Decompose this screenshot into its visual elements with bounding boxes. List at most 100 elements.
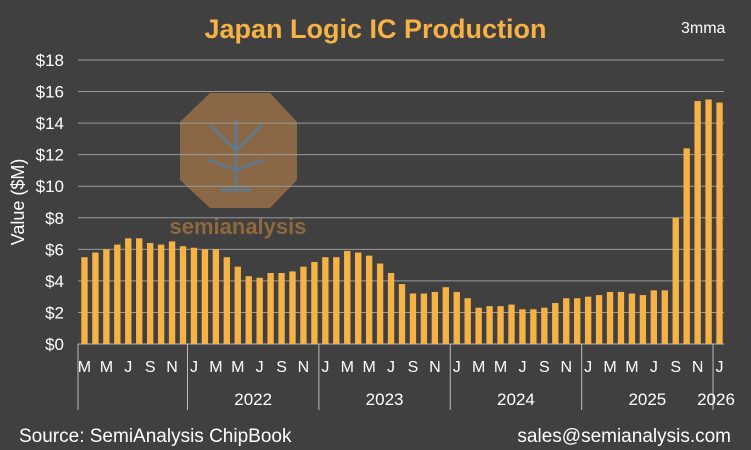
watermark: semianalysis [170,93,306,239]
bar [628,293,636,344]
bar [256,277,263,344]
bar [234,266,241,344]
bar [694,101,701,345]
tree-logo-icon [180,93,297,208]
bar [584,296,592,344]
bar [508,304,515,344]
bar [387,273,395,344]
bar [92,252,99,344]
x-tick-label: M [362,359,375,376]
x-year-label: 2022 [234,390,272,409]
bar [311,261,318,344]
x-tick-label: N [166,359,178,376]
bar [125,238,132,344]
bar [179,246,187,344]
x-tick-label: J [321,359,329,376]
bar [409,293,417,344]
x-year-label: 2024 [497,390,535,409]
bar [617,291,625,344]
bar [574,298,581,344]
bar [114,244,121,344]
x-tick-label: J [256,359,264,376]
y-tick-label: $4 [45,272,64,291]
x-tick-label: J [453,359,461,376]
bar [157,244,165,344]
y-tick-label: $2 [45,303,64,322]
bar [442,287,449,344]
x-year-label: 2025 [628,390,666,409]
bar [661,290,668,344]
bars [81,99,723,345]
y-tick-label: $6 [45,240,64,259]
x-tick-label: J [518,359,526,376]
bar [530,309,537,344]
x-tick-label: S [145,359,156,376]
chart-title: Japan Logic IC Production [204,14,547,44]
y-tick-label: $18 [36,51,64,70]
x-tick-label: S [539,359,550,376]
bar [683,148,690,344]
bar [333,257,340,344]
x-tick-label: J [650,359,658,376]
x-tick-label: M [78,359,91,376]
bar [223,257,230,344]
y-axis-label: Value ($M) [8,159,28,246]
bar [190,247,198,344]
y-tick-label: $12 [36,146,64,165]
x-tick-label: J [387,359,395,376]
x-tick-label: M [625,359,638,376]
x-tick-label: M [209,359,222,376]
bar [464,298,471,344]
bar [650,290,658,344]
y-tick-label: $10 [36,177,64,196]
x-tick-label: M [341,359,354,376]
bar [81,257,88,344]
bar [322,257,329,344]
bar [245,276,252,344]
x-tick-label: S [276,359,287,376]
x-tick-label: S [670,359,681,376]
x-tick-label: M [472,359,485,376]
x-tick-label: S [408,359,419,376]
bar [486,306,493,344]
bar [365,255,373,344]
contact-email[interactable]: sales@semianalysis.com [517,426,731,447]
bar [595,295,603,344]
bar [355,252,362,344]
moving-average-note: 3mma [681,20,726,37]
x-tick-label: M [494,359,507,376]
bar [136,238,143,344]
y-tick-label: $14 [36,114,64,133]
bar [344,250,351,344]
bar [716,102,723,344]
y-axis-ticks: $0 $2 $4 $6 $8 $10 $12 $14 $16 $18 [36,51,64,354]
bar [453,291,460,344]
bar [267,273,274,344]
x-year-label: 2026 [697,390,735,409]
x-tick-label: J [190,359,198,376]
x-tick-label: N [429,359,441,376]
bar [103,249,110,344]
x-tick-label: N [560,359,572,376]
bar [146,243,154,344]
bar [552,302,559,344]
bar [639,295,647,344]
x-year-label: 2023 [366,390,404,409]
bar [541,307,548,344]
bar [168,241,176,344]
x-tick-label: J [716,359,724,376]
bar [289,271,296,344]
bar [300,266,307,344]
bar [201,249,209,344]
source-note: Source: SemiAnalysis ChipBook [19,426,292,447]
bar [420,293,428,344]
x-tick-label: N [692,359,704,376]
bar [398,284,406,344]
y-tick-label: $8 [45,209,64,228]
y-tick-label: $0 [45,335,64,354]
bar [376,263,384,344]
bar [705,99,712,344]
x-tick-label: J [124,359,132,376]
